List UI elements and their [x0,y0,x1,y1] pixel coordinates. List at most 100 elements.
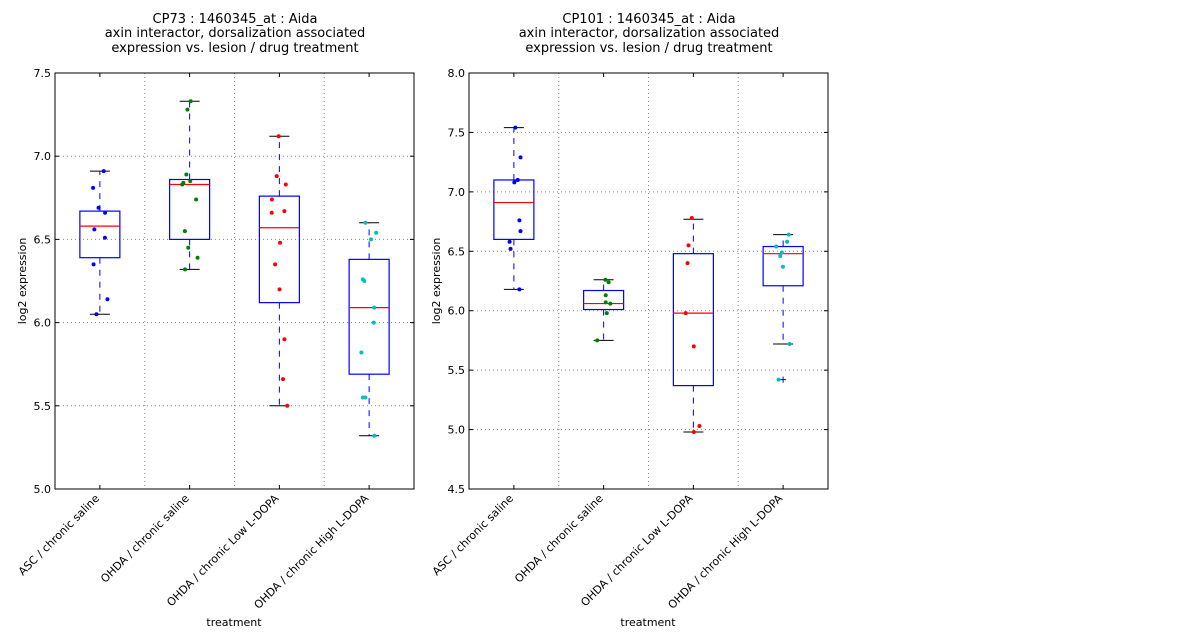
data-point [180,182,185,187]
title-line-3: expression vs. lesion / drug treatment [111,41,358,56]
data-point [283,182,288,187]
data-point [278,240,283,245]
data-point [103,210,108,215]
box-group [79,170,121,315]
y-tick-label: 6.5 [34,233,52,246]
data-point [507,239,512,244]
y-tick-label: 5.5 [34,400,52,413]
data-point [182,229,187,234]
data-point [512,180,517,185]
y-tick-label: 5.0 [34,483,52,496]
data-point [603,300,608,305]
box-group [169,100,211,270]
data-point [691,344,696,349]
data-point [188,179,193,184]
box-iqr [348,258,390,375]
data-point [91,185,96,190]
data-point [102,235,107,240]
data-point [194,197,199,202]
chart-cp101-svg: CP101 : 1460345_at : Aida axin interacto… [430,12,829,629]
data-point [689,216,694,221]
data-point [285,403,290,408]
axes-frame [54,72,415,490]
data-point [608,301,613,306]
x-category-label: OHDA / chronic saline [98,492,192,586]
data-point [91,262,96,267]
y-tick-label: 5.5 [448,364,466,377]
data-point [685,261,690,266]
data-point [604,311,609,316]
data-point [374,230,379,235]
data-point [372,305,377,310]
outlier-marker [780,376,787,383]
data-point [779,250,784,255]
data-point [282,337,287,342]
data-point [274,174,279,179]
data-point [94,312,99,317]
x-axis-label: treatment [620,616,676,629]
title-line-2: axin interactor, dorsalization associate… [519,26,780,41]
chart-title: CP73 : 1460345_at : Aida axin interactor… [105,12,366,56]
box-iqr [583,289,625,311]
chart-title: CP101 : 1460345_at : Aida axin interacto… [519,12,780,56]
box-group [493,127,535,290]
y-axis-label: log2 expression [16,238,29,325]
y-tick-label: 6.0 [448,305,466,318]
data-point [697,424,702,429]
plot-area: 5.0 5.5 6.0 6.5 7.0 7.5 ASC / chronic salineOH… [16,67,415,612]
title-line-1: CP101 : 1460345_at : Aida [562,12,735,27]
box-group [258,135,300,407]
title-line-3: expression vs. lesion / drug treatment [525,41,772,56]
data-point [362,279,367,283]
data-point [282,209,287,214]
data-point [96,205,101,210]
data-point [371,320,376,325]
data-point [517,218,522,223]
data-point [683,311,688,316]
data-point [269,210,274,215]
x-axis-label: treatment [206,616,262,629]
data-point [186,245,191,250]
data-point [513,125,518,130]
box-iqr [672,253,714,387]
data-point [785,239,790,244]
data-point [787,341,792,346]
data-point [183,267,188,272]
data-point [372,433,377,438]
data-point [369,237,374,242]
box-iqr [258,195,300,304]
data-point [778,254,783,259]
data-point [517,287,522,292]
box-group [348,222,390,437]
data-point [508,246,513,251]
data-point [269,197,274,202]
y-tick-label: 6.0 [34,317,52,330]
y-tick-label: 7.0 [448,186,466,199]
data-point [686,243,691,248]
data-point [774,244,779,249]
y-axis-label: log2 expression [430,238,443,325]
title-line-2: axin interactor, dorsalization associate… [105,26,366,41]
chart-cp101: CP101 : 1460345_at : Aida axin interacto… [420,0,840,640]
data-point [518,229,523,234]
data-point [188,99,193,104]
data-point [786,232,791,237]
y-tick-label: 4.5 [448,483,466,496]
box-group [762,234,804,383]
box-iqr [493,179,535,241]
axes-frame [468,72,829,490]
x-category-label: OHDA / chronic saline [512,492,606,586]
x-category-label: ASC / chronic saline [430,492,516,578]
data-point [603,293,608,298]
data-point [273,262,278,267]
data-point [184,172,189,177]
data-point [595,338,600,343]
data-point [101,169,106,174]
data-point [277,287,282,292]
box-group [672,218,714,433]
data-point [603,277,608,282]
y-tick-label: 7.5 [448,126,466,139]
data-point [281,377,286,382]
box-iqr [169,178,211,241]
data-point [359,350,364,355]
